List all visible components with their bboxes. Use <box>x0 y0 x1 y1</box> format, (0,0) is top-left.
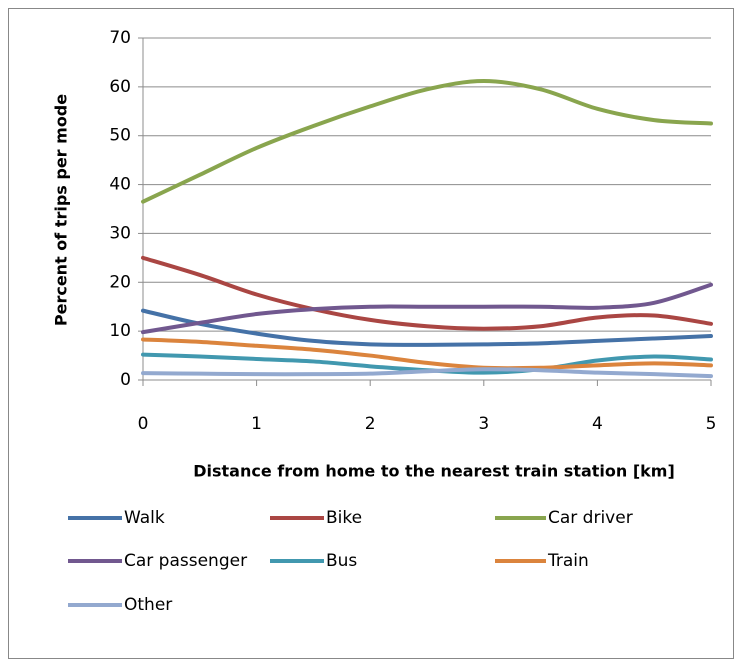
legend-label: Walk <box>124 508 165 528</box>
x-tick-label: 4 <box>592 414 603 434</box>
legend-label: Car driver <box>548 508 633 528</box>
legend-label: Train <box>547 551 589 571</box>
legend-label: Car passenger <box>124 551 247 571</box>
x-tick-label: 2 <box>365 414 376 434</box>
y-tick-label: 40 <box>109 175 131 195</box>
legend-label: Bus <box>326 551 357 571</box>
line-series <box>141 282 713 335</box>
y-tick-label: 0 <box>120 370 131 390</box>
y-tick-label: 30 <box>109 223 131 243</box>
y-tick-label: 10 <box>109 321 131 341</box>
x-tick-label: 0 <box>138 414 149 434</box>
line-series <box>141 367 713 379</box>
x-tick-label: 5 <box>706 414 717 434</box>
line-series <box>141 308 713 347</box>
x-tick-label: 1 <box>251 414 262 434</box>
y-tick-label: 50 <box>109 126 131 146</box>
line-series <box>141 78 713 204</box>
y-tick-label: 60 <box>109 77 131 97</box>
legend-label: Bike <box>326 508 362 528</box>
x-tick-label: 3 <box>478 414 489 434</box>
y-tick-label: 70 <box>109 28 131 48</box>
y-tick-label: 20 <box>109 272 131 292</box>
line-series <box>141 255 713 331</box>
x-axis-title: Distance from home to the nearest train … <box>193 462 675 481</box>
chart-border <box>8 8 734 659</box>
line-series <box>141 337 713 371</box>
y-axis-title: Percent of trips per mode <box>52 94 71 326</box>
legend-label: Other <box>124 595 172 615</box>
